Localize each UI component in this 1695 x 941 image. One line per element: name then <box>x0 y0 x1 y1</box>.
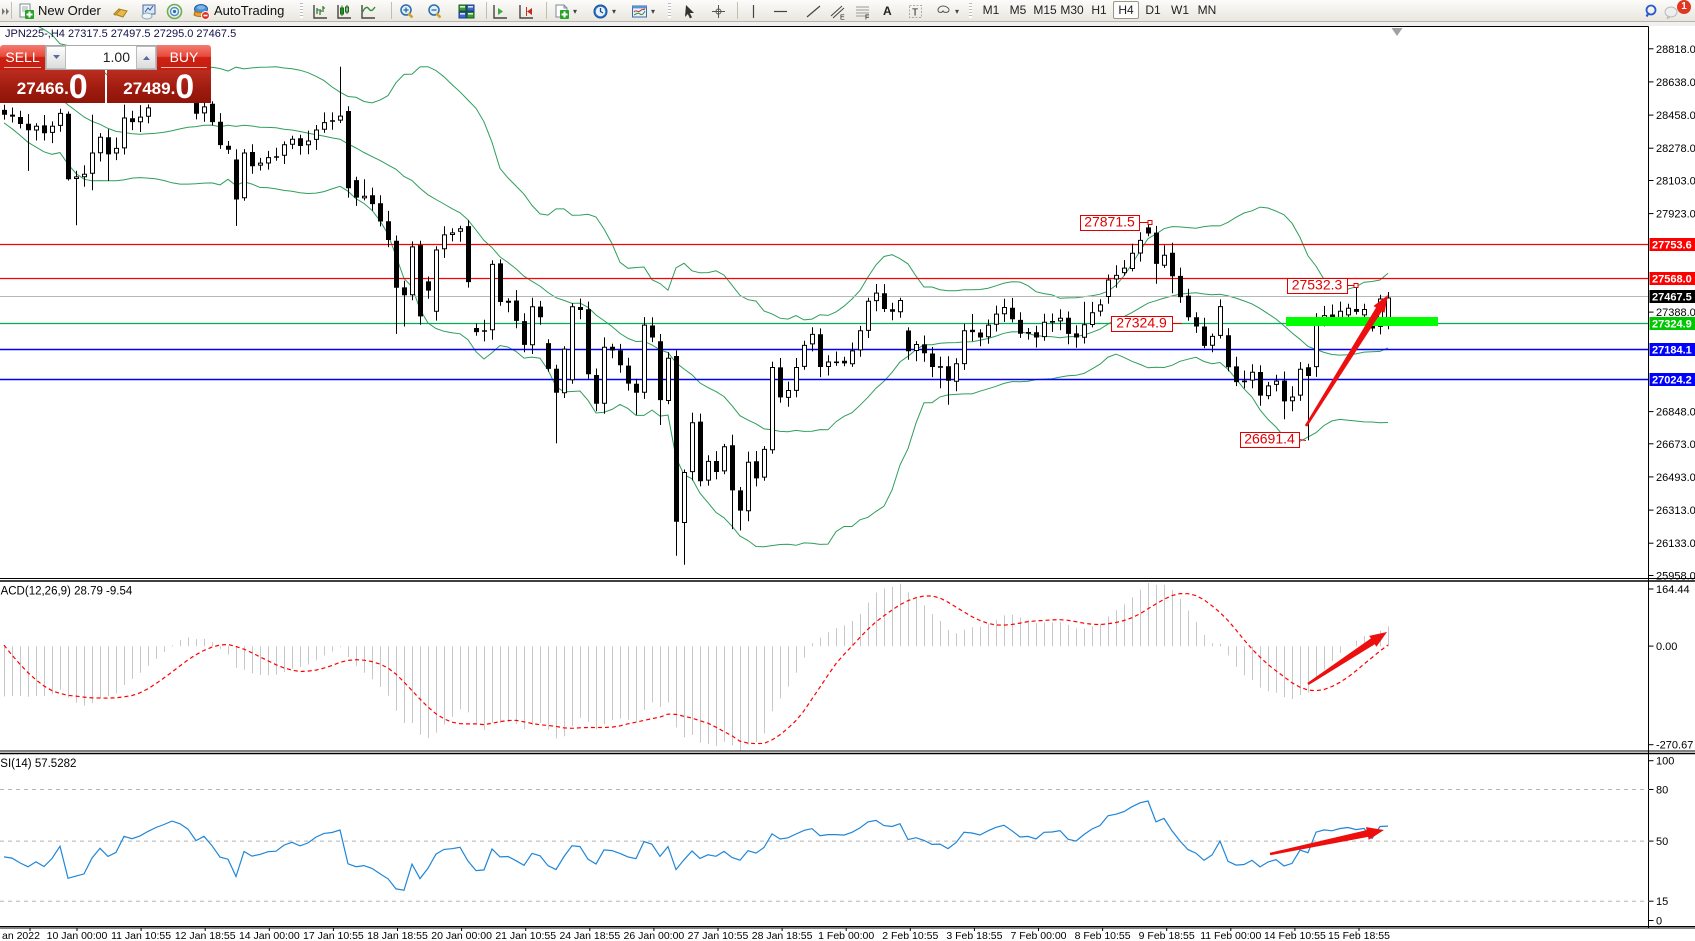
svg-text:RSI(14) 57.5282: RSI(14) 57.5282 <box>0 758 76 770</box>
svg-text:26 Jan 00:00: 26 Jan 00:00 <box>624 930 685 941</box>
svg-text:28638.0: 28638.0 <box>1656 77 1695 89</box>
svg-text:0.00: 0.00 <box>1656 641 1677 653</box>
svg-text:an 2022: an 2022 <box>2 930 40 941</box>
svg-text:28458.0: 28458.0 <box>1656 110 1695 122</box>
svg-text:80: 80 <box>1656 785 1668 797</box>
svg-text:27 Jan 10:55: 27 Jan 10:55 <box>688 930 749 941</box>
svg-text:100: 100 <box>1656 756 1674 768</box>
svg-text:10 Jan 00:00: 10 Jan 00:00 <box>47 930 108 941</box>
svg-text:14 Feb 10:55: 14 Feb 10:55 <box>1264 930 1326 941</box>
svg-text:27467.5: 27467.5 <box>1652 292 1692 304</box>
svg-text:27871.5: 27871.5 <box>1084 214 1135 230</box>
svg-text:11 Jan 10:55: 11 Jan 10:55 <box>111 930 171 941</box>
svg-text:27388.0: 27388.0 <box>1656 307 1695 319</box>
svg-text:2 Feb 10:55: 2 Feb 10:55 <box>882 930 938 941</box>
svg-text:26133.0: 26133.0 <box>1656 538 1695 550</box>
svg-text:20 Jan 00:00: 20 Jan 00:00 <box>431 930 492 941</box>
svg-text:JPN225-,H4 27317.5 27497.5 27: JPN225-,H4 27317.5 27497.5 27295.0 27467… <box>5 28 236 40</box>
svg-text:3 Feb 18:55: 3 Feb 18:55 <box>946 930 1002 941</box>
svg-text:27568.0: 27568.0 <box>1652 274 1692 286</box>
svg-text:F: F <box>865 14 869 20</box>
svg-text:26691.4: 26691.4 <box>1244 431 1295 447</box>
svg-text:164.44: 164.44 <box>1656 584 1690 596</box>
svg-text:26673.0: 26673.0 <box>1656 439 1695 451</box>
svg-text:50: 50 <box>1656 836 1668 848</box>
svg-text:17 Jan 10:55: 17 Jan 10:55 <box>303 930 364 941</box>
svg-text:28278.0: 28278.0 <box>1656 143 1695 155</box>
svg-text:E: E <box>840 14 845 20</box>
svg-text:8 Feb 10:55: 8 Feb 10:55 <box>1075 930 1131 941</box>
svg-text:27324.9: 27324.9 <box>1116 315 1167 331</box>
svg-text:26313.0: 26313.0 <box>1656 505 1695 517</box>
svg-text:11 Feb 00:00: 11 Feb 00:00 <box>1200 930 1261 941</box>
svg-text:24 Jan 18:55: 24 Jan 18:55 <box>559 930 620 941</box>
svg-text:T: T <box>912 7 918 18</box>
svg-text:-270.67: -270.67 <box>1656 740 1693 752</box>
svg-text:28818.0: 28818.0 <box>1656 44 1695 56</box>
svg-text:18 Jan 18:55: 18 Jan 18:55 <box>367 930 428 941</box>
svg-text:25958.0: 25958.0 <box>1656 571 1695 583</box>
svg-text:27024.2: 27024.2 <box>1652 375 1692 387</box>
svg-text:12 Jan 18:55: 12 Jan 18:55 <box>175 930 236 941</box>
svg-text:27753.6: 27753.6 <box>1652 240 1692 252</box>
svg-text:28 Jan 18:55: 28 Jan 18:55 <box>752 930 813 941</box>
svg-text:15: 15 <box>1656 896 1668 908</box>
svg-text:1 Feb 00:00: 1 Feb 00:00 <box>818 930 874 941</box>
svg-text:27324.9: 27324.9 <box>1652 319 1692 331</box>
svg-text:15 Feb 18:55: 15 Feb 18:55 <box>1328 930 1390 941</box>
svg-text:27184.1: 27184.1 <box>1652 345 1692 357</box>
svg-text:0: 0 <box>1656 916 1662 928</box>
svg-text:14 Jan 00:00: 14 Jan 00:00 <box>239 930 300 941</box>
svg-text:7 Feb 00:00: 7 Feb 00:00 <box>1010 930 1066 941</box>
svg-text:27532.3: 27532.3 <box>1292 277 1343 293</box>
svg-text:28103.0: 28103.0 <box>1656 176 1695 188</box>
svg-text:27923.0: 27923.0 <box>1656 209 1695 221</box>
svg-text:21 Jan 10:55: 21 Jan 10:55 <box>495 930 556 941</box>
svg-text:26848.0: 26848.0 <box>1656 407 1695 419</box>
svg-text:26493.0: 26493.0 <box>1656 472 1695 484</box>
svg-text:MACD(12,26,9) 28.79 -9.54: MACD(12,26,9) 28.79 -9.54 <box>0 586 133 598</box>
svg-text:9 Feb 18:55: 9 Feb 18:55 <box>1139 930 1195 941</box>
